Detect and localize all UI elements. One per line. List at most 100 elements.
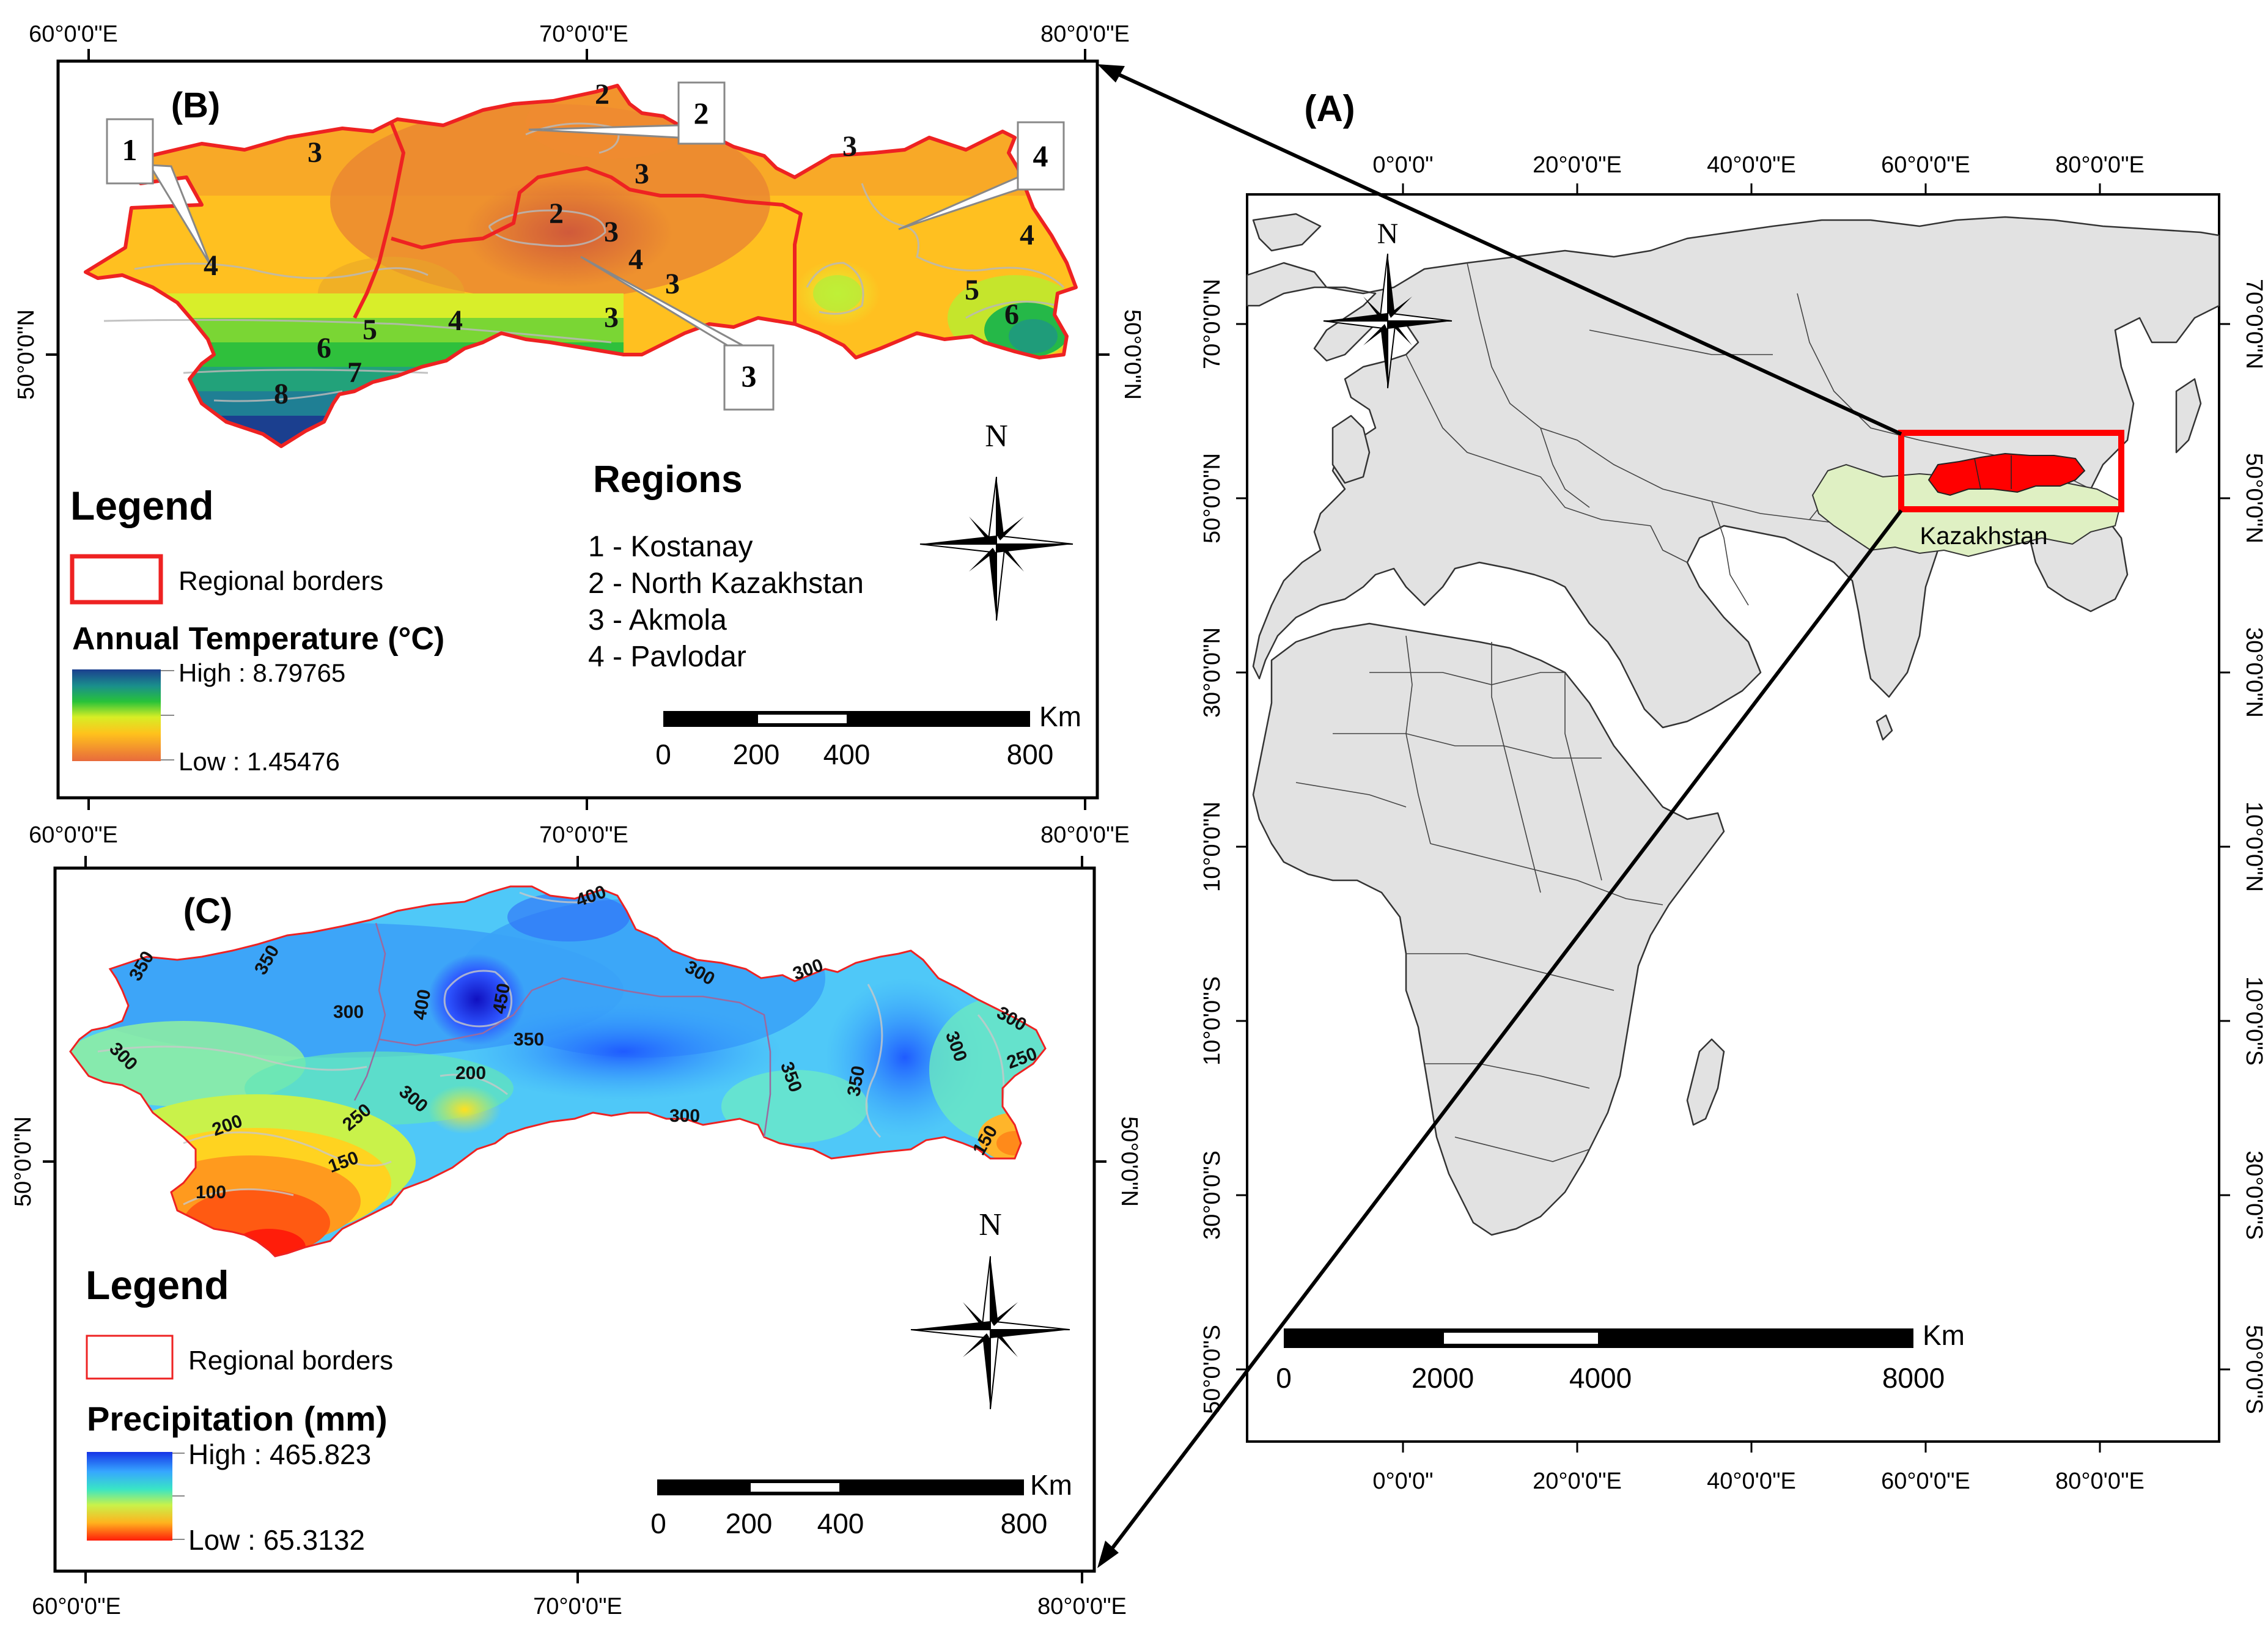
lat-label-left: 10°0'0"N <box>1199 801 1225 892</box>
callout-2-label: 2 <box>694 96 709 130</box>
callout-3-label: 3 <box>742 359 757 393</box>
isotherm-label: 8 <box>274 378 289 410</box>
connector-arrows <box>1105 68 1903 1557</box>
isotherm-label: 5 <box>965 274 979 306</box>
panel-b-temperature-map: 60°0'0"E 70°0'0"E 80°0'0"E 60°0'0"E 70°0… <box>13 21 1145 848</box>
panel-a-scale-unit: Km <box>1923 1319 1965 1351</box>
callout-1-label: 1 <box>122 133 138 167</box>
panel-b-north-arrow-icon <box>919 476 1073 621</box>
callout-box-1 <box>106 118 154 185</box>
panel-c-regional-borders-swatch <box>86 1335 174 1380</box>
isotherm-label: 3 <box>635 158 649 190</box>
panel-a-graticule-labels: 0°0'0" 0°0'0" 20°0'0"E 20°0'0"E 40°0'0"E 40°0… <box>1199 152 2267 1494</box>
lon-label-top: 60°0'0"E <box>1881 152 1970 178</box>
panel-b-low-value: Low : 1.45476 <box>179 747 340 776</box>
panel-c-color-ramp <box>87 1452 172 1541</box>
region-1: 1 - Kostanay <box>588 531 753 563</box>
isotherm-label: 4 <box>448 304 463 337</box>
panel-c-north-label: N <box>979 1207 1002 1242</box>
region-2: 2 - North Kazakhstan <box>588 567 864 600</box>
panel-c-lon-tick-60-bottom: 60°0'0"E <box>32 1594 121 1619</box>
panel-c-outer-border <box>69 885 1047 1258</box>
panel-b-legend-title: Legend <box>70 483 214 528</box>
panel-a-locator-map: (A) <box>1199 88 2267 1494</box>
panel-b-ticks <box>46 49 1110 810</box>
panel-b-label: (B) <box>171 86 221 125</box>
panel-a-label: (A) <box>1304 88 1355 129</box>
panel-a-scale-bar <box>1284 1328 1913 1348</box>
lon-label-top: 80°0'0"E <box>2055 152 2145 178</box>
isotherm-label: 3 <box>604 301 619 334</box>
isotherm-label: 4 <box>1020 219 1034 251</box>
panel-b-lon-tick-70-top: 70°0'0"E <box>539 21 628 47</box>
panel-b-scale-200: 200 <box>733 738 780 770</box>
lat-label-right: 10°0'0"N <box>2241 801 2267 892</box>
isotherm-label: 3 <box>842 130 857 163</box>
panel-b-lon-tick-60-bottom: 60°0'0"E <box>29 822 118 848</box>
panel-a-landmass <box>1246 213 2220 1236</box>
panel-a-north-arrow-icon <box>1323 253 1452 389</box>
region-3: 3 - Akmola <box>588 604 727 636</box>
lat-label-left: 70°0'0"N <box>1199 279 1225 369</box>
panel-c-scale-400: 400 <box>817 1508 864 1539</box>
panel-a-scale-8000: 8000 <box>1882 1362 1945 1394</box>
lon-label-bottom: 40°0'0"E <box>1707 1468 1796 1494</box>
panel-b-scale-unit: Km <box>1039 701 1081 732</box>
lat-label-right: 10°0'0"S <box>2241 976 2267 1066</box>
panel-c-north-arrow-icon <box>910 1256 1070 1410</box>
isohyet-label: 300 <box>333 1002 364 1022</box>
isotherm-label: 3 <box>307 136 322 169</box>
panel-c-lat-tick-right: 50°0'0"N <box>1116 1116 1142 1207</box>
lon-label-top: 20°0'0"E <box>1533 152 1622 178</box>
lat-label-right: 70°0'0"N <box>2241 279 2267 369</box>
panel-b-lon-tick-80-top: 80°0'0"E <box>1040 21 1130 47</box>
isotherm-label: 4 <box>628 243 643 276</box>
panel-a-scale-2000: 2000 <box>1412 1362 1474 1394</box>
arrow-head-to-panel-c <box>1097 1541 1119 1568</box>
panel-b-lon-tick-80-bottom: 80°0'0"E <box>1040 822 1130 848</box>
lat-label-right: 30°0'0"N <box>2241 627 2267 718</box>
panel-c-lon-tick-80-bottom: 80°0'0"E <box>1037 1594 1127 1619</box>
isotherm-label: 6 <box>317 332 331 364</box>
isotherm-label: 5 <box>363 314 377 346</box>
panel-b-regional-borders-swatch <box>70 554 163 605</box>
panel-b-scale-0: 0 <box>655 738 671 770</box>
lon-label-top: 40°0'0"E <box>1707 152 1796 178</box>
panel-c-ticks <box>43 856 1106 1583</box>
callout-box-3 <box>723 344 775 411</box>
panel-b-regions-title: Regions <box>593 459 743 501</box>
panel-b-callouts: 1 2 3 4 <box>106 81 1065 411</box>
panel-a-scale-0: 0 <box>1276 1362 1292 1394</box>
lat-label-left: 10°0'0"S <box>1199 976 1225 1066</box>
lat-label-right: 30°0'0"S <box>2241 1151 2267 1240</box>
lon-label-bottom: 20°0'0"E <box>1533 1468 1622 1494</box>
panel-b-regional-borders <box>84 84 1078 448</box>
isohyet-label: 100 <box>196 1182 226 1203</box>
panel-c-scale-200: 200 <box>726 1508 773 1539</box>
panel-a-scale-4000: 4000 <box>1569 1362 1632 1394</box>
panel-c-variable-title: Precipitation (mm) <box>87 1399 388 1438</box>
panel-b-regional-borders-label: Regional borders <box>179 566 383 596</box>
panel-c-inner-borders <box>353 923 771 1138</box>
study-area-highlight-box <box>1898 430 2124 512</box>
lat-label-left: 30°0'0"S <box>1199 1151 1225 1240</box>
lat-label-left: 50°0'0"S <box>1199 1325 1225 1414</box>
panel-c-low-value: Low : 65.3132 <box>188 1524 365 1556</box>
isohyet-label: 350 <box>514 1029 544 1050</box>
lat-label-right: 50°0'0"N <box>2241 453 2267 543</box>
study-area-region <box>1927 452 2086 496</box>
panel-b-isotherm-lines <box>103 122 1065 402</box>
lat-label-left: 30°0'0"N <box>1199 627 1225 718</box>
panel-c-scale-0: 0 <box>650 1508 666 1539</box>
panel-a-ticks <box>1236 183 2230 1453</box>
panel-c-lat-tick-left: 50°0'0"N <box>10 1116 36 1207</box>
isotherm-label: 2 <box>549 197 564 230</box>
lon-label-bottom: 60°0'0"E <box>1881 1468 1970 1494</box>
panel-c-label: (C) <box>183 891 233 931</box>
panel-c-legend-title: Legend <box>86 1262 229 1308</box>
lon-label-top: 0°0'0" <box>1372 152 1433 178</box>
callout-box-2 <box>677 81 726 145</box>
panel-b-color-ramp <box>72 669 161 761</box>
panel-b-variable-title: Annual Temperature (°C) <box>72 621 444 657</box>
